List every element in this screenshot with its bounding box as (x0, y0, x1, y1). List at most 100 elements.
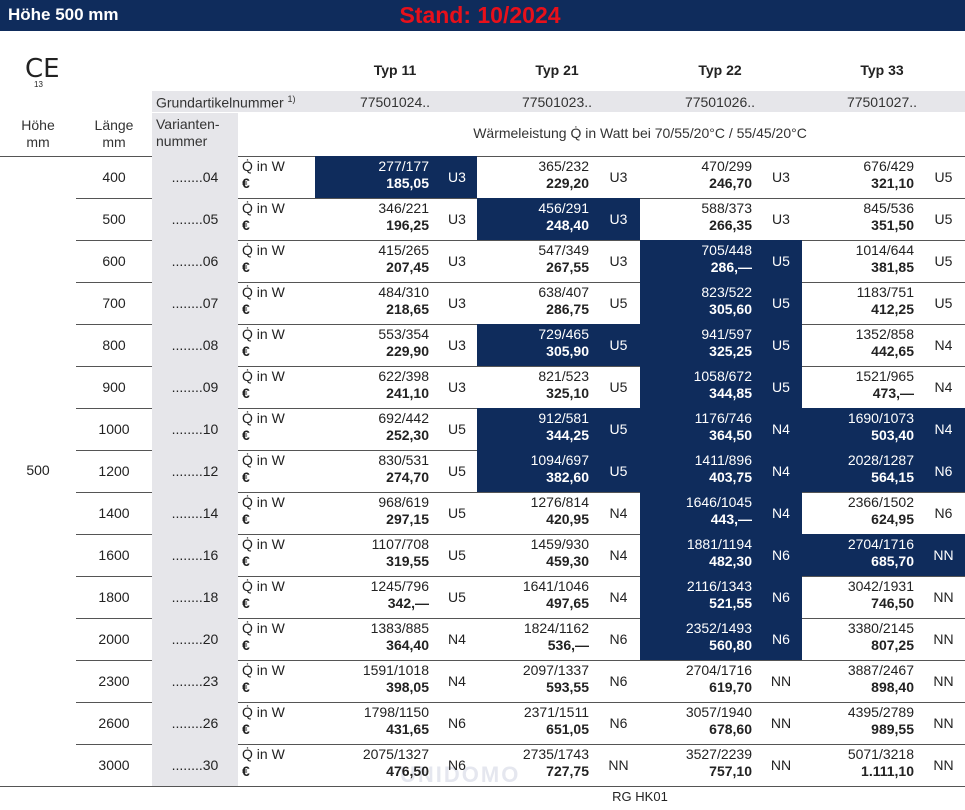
power-label: Q̇ in W (242, 494, 285, 510)
value-cell: 3057/1940 678,60 (640, 702, 760, 744)
label-cell: Q̇ in W € (238, 156, 315, 198)
value-cell: 5071/3218 1.111,10 (802, 744, 922, 786)
label-cell: Q̇ in W € (238, 534, 315, 576)
price-value: 382,60 (546, 469, 589, 485)
watt-value: 1094/697 (530, 452, 589, 468)
watt-value: 823/522 (701, 284, 752, 300)
watt-value: 4395/2789 (847, 704, 914, 720)
length-cell: 1200 (98, 463, 130, 479)
watt-value: 830/531 (378, 452, 429, 468)
price-value: 286,— (710, 259, 752, 275)
length-cell: 800 (102, 337, 126, 353)
watt-value: 1881/1194 (686, 536, 752, 552)
model-code: U3 (448, 379, 466, 395)
value-cell: 2116/1343 521,55 (640, 576, 760, 618)
price-value: 989,55 (871, 721, 914, 737)
price-label: € (242, 469, 250, 485)
model-code: NN (933, 589, 954, 605)
price-value: 305,60 (709, 301, 752, 317)
price-value: 497,65 (546, 595, 589, 611)
power-label: Q̇ in W (242, 242, 285, 258)
label-cell: Q̇ in W € (238, 618, 315, 660)
length-cell: 2600 (98, 715, 130, 731)
price-value: 305,90 (546, 343, 589, 359)
price-label: € (242, 637, 250, 653)
watt-value: 821/523 (538, 368, 589, 384)
value-cell: 638/407 286,75 (477, 282, 597, 324)
value-cell: 845/536 351,50 (802, 198, 922, 240)
value-cell: 588/373 266,35 (640, 198, 760, 240)
watt-value: 622/398 (378, 368, 429, 384)
model-code: U5 (448, 589, 466, 605)
watt-value: 705/448 (701, 242, 752, 258)
watt-value: 1411/896 (694, 452, 752, 468)
model-code: N6 (760, 534, 802, 576)
value-cell: 2075/1327 476,50 (315, 744, 437, 786)
price-value: 459,30 (546, 553, 589, 569)
price-value: 678,60 (709, 721, 752, 737)
price-value: 364,40 (386, 637, 429, 653)
label-cell: Q̇ in W € (238, 660, 315, 702)
power-label: Q̇ in W (242, 746, 285, 762)
article-number: 77501023.. (521, 94, 593, 110)
model-code: N4 (760, 408, 802, 450)
power-label: Q̇ in W (242, 578, 285, 594)
article-number: 77501026.. (684, 94, 756, 110)
power-label: Q̇ in W (242, 620, 285, 636)
type-header: Typ 33 (860, 62, 904, 78)
value-cell: 830/531 274,70 (315, 450, 437, 492)
watt-value: 1521/965 (855, 368, 914, 384)
power-label: Q̇ in W (242, 452, 285, 468)
price-value: 403,75 (709, 469, 752, 485)
length-cell: 700 (102, 295, 126, 311)
model-code: N4 (609, 547, 628, 563)
title: Höhe 500 mm (8, 5, 119, 24)
watt-value: 5071/3218 (847, 746, 914, 762)
watt-value: 3380/2145 (847, 620, 914, 636)
variant-cell: ........04 (152, 156, 238, 198)
price-value: 297,15 (386, 511, 429, 527)
model-code: NN (608, 757, 629, 773)
price-value: 344,25 (546, 427, 589, 443)
watt-value: 3057/1940 (685, 704, 752, 720)
value-cell: 941/597 325,25 (640, 324, 760, 366)
price-value: 229,90 (386, 343, 429, 359)
value-cell: 1646/1045 443,— (640, 492, 760, 534)
price-label: € (242, 175, 250, 191)
length-cell: 1000 (98, 421, 130, 437)
power-label: Q̇ in W (242, 326, 285, 342)
price-value: 473,— (872, 385, 914, 401)
model-code: U5 (760, 282, 802, 324)
watt-value: 1591/1018 (362, 662, 429, 678)
label-cell: Q̇ in W € (238, 450, 315, 492)
height-header: Höhe mm (21, 117, 55, 150)
watt-value: 912/581 (538, 410, 589, 426)
model-code: N4 (934, 379, 953, 395)
watt-value: 1014/644 (855, 242, 914, 258)
price-value: 443,— (710, 511, 752, 527)
model-code: U5 (760, 366, 802, 408)
watt-value: 1107/708 (371, 536, 429, 552)
model-code: N6 (448, 757, 466, 773)
watt-value: 2704/1716 (847, 536, 914, 552)
value-cell: 1459/930 459,30 (477, 534, 597, 576)
watermark: UNIDOMO (400, 762, 521, 787)
ce-number: 13 (34, 80, 43, 89)
model-code: U5 (934, 169, 953, 185)
model-code: U5 (448, 547, 466, 563)
watt-value: 1646/1045 (685, 494, 752, 510)
price-value: 619,70 (709, 679, 752, 695)
watt-value: 3887/2467 (847, 662, 914, 678)
label-cell: Q̇ in W € (238, 198, 315, 240)
variant-cell: ........07 (152, 282, 238, 324)
value-cell: 1352/858 442,65 (802, 324, 922, 366)
length-cell: 500 (102, 211, 126, 227)
value-cell: 1824/1162 536,— (477, 618, 597, 660)
price-value: 207,45 (386, 259, 429, 275)
value-cell: 1521/965 473,— (802, 366, 922, 408)
model-code: NN (933, 757, 954, 773)
watt-value: 547/349 (538, 242, 589, 258)
model-code: N6 (922, 450, 965, 492)
price-label: € (242, 427, 250, 443)
